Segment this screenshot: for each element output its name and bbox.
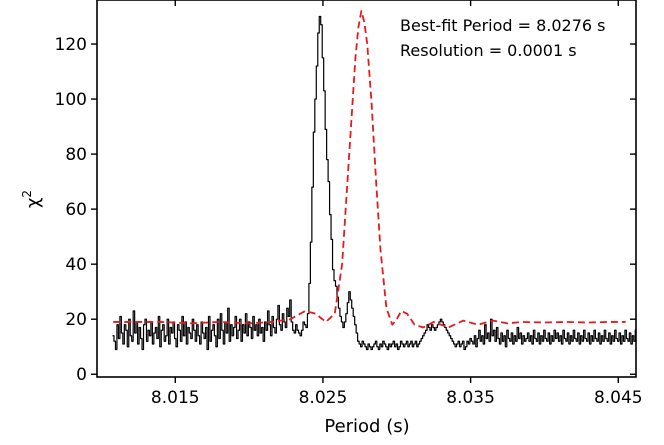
resolution-annotation: Resolution = 0.0001 s <box>400 41 577 60</box>
chi-square-step-series <box>112 15 636 351</box>
axes-frame <box>96 0 637 378</box>
y-tick-label: 120 <box>55 35 87 55</box>
y-axis-label-symbol: χ <box>23 198 44 208</box>
y-tick-label: 80 <box>65 145 87 165</box>
x-tick-label: 8.025 <box>299 388 348 408</box>
model-fit-dashed-series <box>113 10 626 329</box>
y-tick-label: 0 <box>76 365 87 385</box>
x-tick-label: 8.015 <box>151 388 200 408</box>
y-tick-label: 100 <box>55 90 87 110</box>
y-tick-label: 60 <box>65 200 87 220</box>
series-layer <box>112 10 636 351</box>
x-axis-label: Period (s) <box>324 416 409 437</box>
x-tick-label: 8.045 <box>594 388 643 408</box>
x-tick-label: 8.035 <box>446 388 495 408</box>
y-tick-label: 40 <box>65 255 87 275</box>
y-tick-label: 20 <box>65 310 87 330</box>
ticks-layer: 8.015 8.025 8.035 8.045 0 20 40 60 80 100 120 <box>55 0 643 408</box>
y-axis-label: χ2 <box>20 190 44 208</box>
y-axis-label-superscript: 2 <box>20 190 34 198</box>
best-fit-period-annotation: Best-fit Period = 8.0276 s <box>400 16 606 35</box>
